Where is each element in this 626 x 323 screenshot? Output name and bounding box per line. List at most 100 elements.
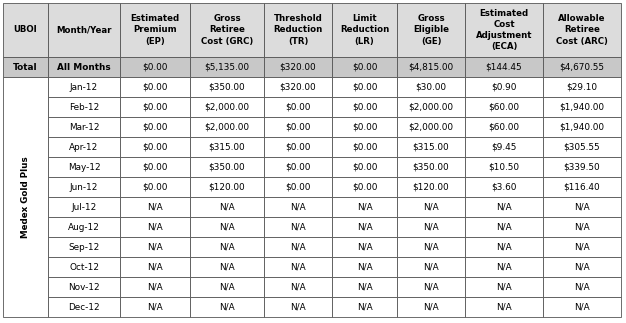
Text: $2,000.00: $2,000.00 [409,122,453,131]
Text: Medex Gold Plus: Medex Gold Plus [21,156,30,238]
Bar [465,3,543,57]
Bar [397,277,465,297]
Text: N/A: N/A [290,303,306,311]
Text: Feb-12: Feb-12 [69,102,99,111]
Bar [3,3,48,57]
Bar [190,277,264,297]
Bar [264,77,332,97]
Text: N/A: N/A [574,223,590,232]
Text: N/A: N/A [219,203,235,212]
Text: $0.00: $0.00 [352,102,377,111]
Text: N/A: N/A [496,243,512,252]
Text: N/A: N/A [574,283,590,291]
Bar [264,137,332,157]
Bar [397,97,465,117]
Text: $0.00: $0.00 [352,82,377,91]
Bar [332,77,397,97]
Bar [397,217,465,237]
Text: Jul-12: Jul-12 [71,203,96,212]
Bar [48,277,120,297]
Bar [332,177,397,197]
Text: Jan-12: Jan-12 [70,82,98,91]
Text: Limit
Reduction
(LR): Limit Reduction (LR) [340,15,389,46]
Text: N/A: N/A [496,223,512,232]
Bar [465,57,543,77]
Text: $60.00: $60.00 [488,122,520,131]
Text: Aug-12: Aug-12 [68,223,100,232]
Bar [543,77,621,97]
Bar [397,197,465,217]
Text: $339.50: $339.50 [563,162,600,172]
Bar [48,257,120,277]
Bar [264,237,332,257]
Text: Gross
Eligible
(GE): Gross Eligible (GE) [413,15,449,46]
Bar [332,57,397,77]
Text: $2,000.00: $2,000.00 [409,102,453,111]
Bar [190,157,264,177]
Text: N/A: N/A [357,303,372,311]
Text: N/A: N/A [357,203,372,212]
Text: $10.50: $10.50 [488,162,520,172]
Text: N/A: N/A [219,263,235,272]
Bar [465,117,543,137]
Bar [332,217,397,237]
Bar [190,137,264,157]
Text: $0.00: $0.00 [285,162,310,172]
Text: Threshold
Reduction
(TR): Threshold Reduction (TR) [274,15,322,46]
Text: Sep-12: Sep-12 [68,243,100,252]
Bar [543,3,621,57]
Bar [397,3,465,57]
Text: $60.00: $60.00 [488,102,520,111]
Text: N/A: N/A [290,243,306,252]
Bar [397,57,465,77]
Bar [543,217,621,237]
Bar [465,137,543,157]
Bar [543,57,621,77]
Bar [120,177,190,197]
Text: $0.00: $0.00 [352,162,377,172]
Bar [332,197,397,217]
Text: $120.00: $120.00 [413,182,449,192]
Bar [120,3,190,57]
Bar [190,117,264,137]
Bar [543,117,621,137]
Bar [190,217,264,237]
Bar [397,237,465,257]
Text: Nov-12: Nov-12 [68,283,100,291]
Bar [397,117,465,137]
Bar [190,237,264,257]
Text: $0.00: $0.00 [142,62,168,71]
Text: N/A: N/A [357,243,372,252]
Text: N/A: N/A [574,303,590,311]
Bar [465,197,543,217]
Bar [543,97,621,117]
Text: $29.10: $29.10 [567,82,597,91]
Text: $320.00: $320.00 [280,62,316,71]
Text: $350.00: $350.00 [208,82,245,91]
Bar [264,117,332,137]
Bar [120,97,190,117]
Bar [465,157,543,177]
Bar [264,297,332,317]
Bar [264,257,332,277]
Text: Mar-12: Mar-12 [69,122,100,131]
Text: Oct-12: Oct-12 [69,263,99,272]
Text: $0.00: $0.00 [285,142,310,151]
Text: N/A: N/A [423,283,439,291]
Text: N/A: N/A [423,263,439,272]
Text: $9.45: $9.45 [491,142,516,151]
Bar [543,237,621,257]
Bar [120,137,190,157]
Bar [397,77,465,97]
Text: N/A: N/A [147,223,163,232]
Text: Total: Total [13,62,38,71]
Bar [264,217,332,237]
Text: N/A: N/A [496,263,512,272]
Bar [190,177,264,197]
Text: N/A: N/A [147,303,163,311]
Text: UBOI: UBOI [14,26,38,35]
Bar [264,277,332,297]
Text: N/A: N/A [290,263,306,272]
Text: N/A: N/A [496,303,512,311]
Text: $0.00: $0.00 [352,122,377,131]
